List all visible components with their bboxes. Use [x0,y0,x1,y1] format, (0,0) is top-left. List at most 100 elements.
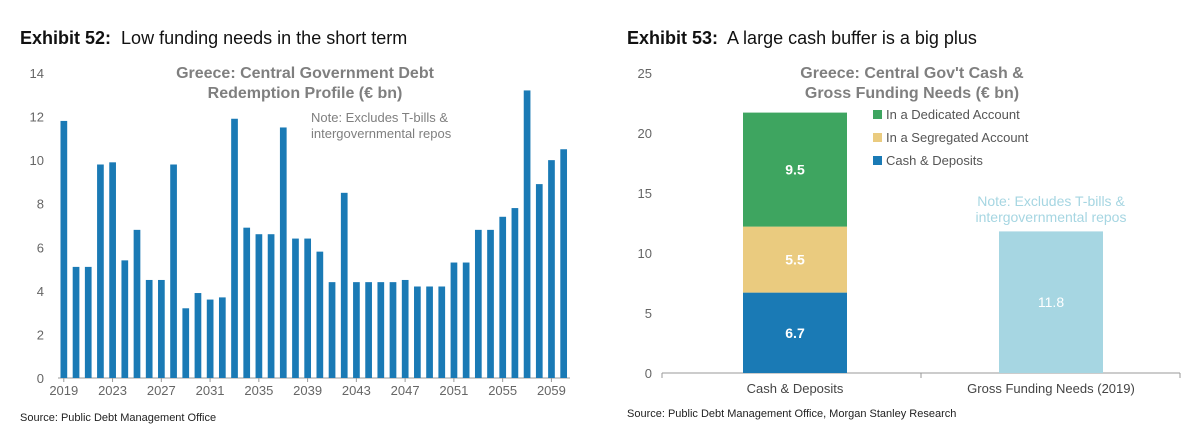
x-tick-label: Cash & Deposits [747,381,844,396]
chart-title: Gross Funding Needs (€ bn) [805,85,1019,102]
chart-title: Greece: Central Government Debt [176,65,435,82]
chart-note: Note: Excludes T-bills & [311,110,448,125]
legend-swatch [873,110,882,119]
source-note-53: Source: Public Debt Management Office, M… [627,408,957,420]
bar-2048 [414,286,421,378]
data-label: 9.5 [785,162,805,178]
bar-2022 [97,164,104,378]
bar-2020 [72,266,80,378]
y-tick-label: 25 [638,66,652,81]
y-tick-label: 15 [638,186,652,201]
data-label: 5.5 [785,252,805,268]
chart-note: intergovernmental repos [976,209,1127,225]
bar-2055 [499,216,507,378]
bar-2035 [255,234,263,378]
y-tick-label: 10 [638,246,652,261]
x-tick-label: 2059 [537,383,566,398]
bar-2031 [206,299,214,378]
y-tick-label: 20 [638,126,652,141]
bar-segment-in-a-segregated-account [743,226,847,293]
bar-2060 [560,149,568,378]
bar-2042 [340,192,348,378]
exhibit-title: A large cash buffer is a big plus [727,28,977,48]
x-tick-label: 2027 [147,383,176,398]
x-tick-label: 2043 [342,383,371,398]
y-tick-label: 4 [37,284,44,299]
bar-2028 [170,164,177,378]
x-tick-label: 2047 [391,383,420,398]
x-tick-label: 2031 [196,383,225,398]
y-tick-label: 2 [37,327,44,342]
x-tick-label: 2051 [439,383,468,398]
bar-segment-in-a-dedicated-account [743,112,847,227]
y-tick-label: 0 [645,366,652,381]
bar-segment-cash-deposits [743,292,847,373]
bar-2047 [401,279,409,378]
bar-2026 [145,279,153,378]
x-tick-label: 2019 [49,383,78,398]
chart-note: intergovernmental repos [311,126,452,141]
bar-2037 [279,127,287,378]
data-label: 11.8 [1038,294,1064,310]
exhibit-label: Exhibit 52: [20,28,112,48]
exhibit-title: Low funding needs in the short term [121,28,408,48]
bar-2051 [450,262,458,378]
bar-2021 [84,266,92,378]
legend-label: In a Dedicated Account [886,107,1020,122]
bar-2053 [474,229,482,378]
bar-2050 [438,286,446,378]
y-tick-label: 0 [37,371,44,386]
bar-2046 [389,282,397,378]
exhibit-52-heading: Exhibit 52: Low funding needs in the sho… [20,28,407,49]
bar-2032 [218,297,226,378]
bar-2058 [535,184,543,378]
bar-2057 [523,90,531,378]
legend-label: In a Segregated Account [886,130,1029,145]
y-tick-label: 6 [37,240,44,255]
bar-2033 [231,118,238,378]
y-tick-label: 10 [30,153,44,168]
exhibit-53-heading: Exhibit 53: A large cash buffer is a big… [627,28,977,49]
x-tick-label: 2055 [488,383,517,398]
bar-segment-gross-funding-needs [999,231,1103,373]
bar-2024 [121,260,129,378]
x-tick-label: 2035 [244,383,273,398]
bar-2038 [292,238,299,378]
bar-2034 [243,227,251,378]
bar-2043 [353,282,360,378]
bar-2059 [548,160,555,378]
legend-swatch [873,156,882,165]
chart-title: Redemption Profile (€ bn) [208,85,403,102]
source-note-52: Source: Public Debt Management Office [20,412,217,424]
bar-2019 [60,120,68,378]
bar-2052 [462,262,470,378]
bar-2044 [365,282,372,378]
y-tick-label: 12 [30,110,44,125]
bar-2049 [426,286,433,378]
bar-2045 [377,282,385,378]
chart-note: Note: Excludes T-bills & [977,193,1125,209]
bar-2039 [304,238,312,378]
y-tick-label: 5 [645,306,652,321]
chart-title: Greece: Central Gov't Cash & [800,65,1024,82]
legend-swatch [873,133,882,142]
bar-2040 [316,251,324,378]
bar-2030 [194,293,202,378]
x-tick-label: Gross Funding Needs (2019) [967,381,1135,396]
x-tick-label: 2023 [98,383,127,398]
x-tick-label: 2039 [293,383,322,398]
bar-2056 [511,208,519,378]
legend-label: Cash & Deposits [886,153,983,168]
bar-2041 [328,282,336,378]
y-tick-label: 8 [37,197,44,212]
data-label: 6.7 [785,325,805,341]
bar-2023 [109,162,116,378]
bar-2054 [487,229,494,378]
exhibit-label: Exhibit 53: [627,28,719,48]
y-tick-label: 14 [30,66,44,81]
bar-2029 [182,308,190,378]
bar-2027 [158,279,165,378]
bar-2036 [267,234,275,378]
bar-2025 [133,229,141,378]
